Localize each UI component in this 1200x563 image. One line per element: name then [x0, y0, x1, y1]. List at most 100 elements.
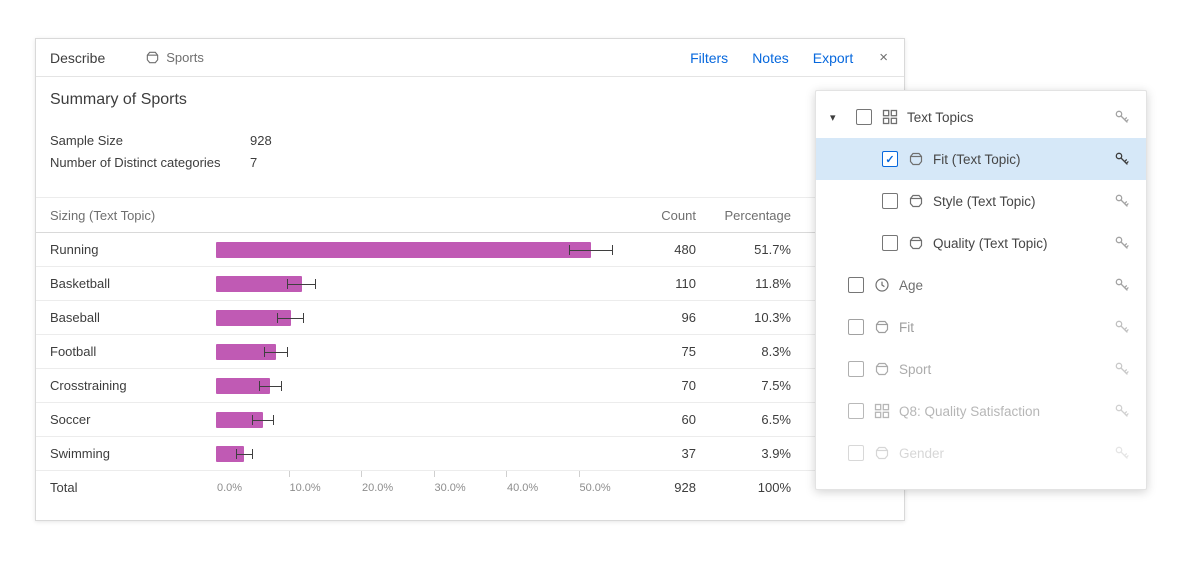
table-row: Running 480 51.7%	[36, 233, 904, 267]
count-value: 96	[681, 310, 696, 325]
export-link[interactable]: Export	[812, 49, 854, 66]
topic-icon	[908, 151, 924, 167]
axis-tick-mark	[578, 470, 580, 477]
key-icon[interactable]	[1114, 235, 1130, 251]
notes-link[interactable]: Notes	[752, 49, 789, 66]
percentage-value: 10.3%	[754, 310, 791, 325]
table-row: Basketball 110 11.8%	[36, 267, 904, 301]
panel-item-label: Age	[899, 277, 924, 293]
key-icon[interactable]	[1114, 445, 1130, 461]
checkbox[interactable]	[882, 235, 898, 251]
sample-size-label: Sample Size	[50, 132, 123, 148]
table-row: Swimming 37 3.9%	[36, 437, 904, 471]
sample-size-row: Sample Size 928	[50, 129, 904, 151]
clock-icon	[874, 277, 890, 293]
percentage-value: 8.3%	[761, 344, 791, 359]
topic-icon	[874, 361, 890, 377]
panel-item-fit-text-topic[interactable]: ✓ Fit (Text Topic)	[816, 138, 1146, 180]
key-icon[interactable]	[1114, 403, 1130, 419]
bar-cell	[216, 267, 656, 301]
grid-icon	[874, 403, 890, 419]
panel-item-q8-quality-satisfaction[interactable]: Q8: Quality Satisfaction	[816, 390, 1146, 432]
panel-item-label: Text Topics	[907, 109, 974, 125]
category-label: Football	[50, 344, 97, 359]
panel-item-text-topics[interactable]: ▾ Text Topics	[816, 96, 1146, 138]
bar[interactable]	[216, 377, 271, 394]
category-label: Baseball	[50, 310, 100, 325]
panel-item-quality-text-topic[interactable]: Quality (Text Topic)	[816, 222, 1146, 264]
panel-item-label: Style (Text Topic)	[933, 193, 1036, 209]
sample-size-value: 928	[250, 132, 272, 148]
filters-link[interactable]: Filters	[690, 49, 729, 66]
count-value: 70	[681, 378, 696, 393]
axis-tick-label: 20.0%	[362, 481, 394, 494]
panel-item-label: Fit (Text Topic)	[933, 151, 1021, 167]
panel-item-label: Fit	[899, 319, 914, 335]
checkbox[interactable]	[848, 445, 864, 461]
bar[interactable]	[216, 411, 264, 428]
table-row: Football 75 8.3%	[36, 335, 904, 369]
axis-tick-mark	[288, 470, 290, 477]
key-icon[interactable]	[1114, 277, 1130, 293]
panel-item-style-text-topic[interactable]: Style (Text Topic)	[816, 180, 1146, 222]
category-label: Crosstraining	[50, 378, 127, 393]
card-header: Describe Sports Filters Notes Export ×	[36, 39, 904, 77]
chart-rows: Running 480 51.7% Basketball 110 11.8% Basebal…	[36, 233, 904, 471]
topic-icon	[908, 235, 924, 251]
key-icon[interactable]	[1114, 151, 1130, 167]
panel-item-sport[interactable]: Sport	[816, 348, 1146, 390]
key-icon[interactable]	[1114, 193, 1130, 209]
key-icon[interactable]	[1114, 319, 1130, 335]
panel-item-gender[interactable]: Gender	[816, 432, 1146, 474]
checkbox[interactable]	[882, 193, 898, 209]
summary-fields: Sample Size 928 Number of Distinct categ…	[50, 129, 904, 173]
topic-icon	[908, 193, 924, 209]
dimension-header: Sizing (Text Topic)	[50, 207, 156, 223]
page-title: Summary of Sports	[50, 91, 187, 108]
checkbox[interactable]	[856, 109, 872, 125]
panel-item-age[interactable]: Age	[816, 264, 1146, 306]
panel-item-fit[interactable]: Fit	[816, 306, 1146, 348]
topic-picker-panel: ▾ Text Topics ✓ Fit (Text Topic) Style (Text…	[815, 90, 1147, 490]
checkbox[interactable]: ✓	[882, 151, 898, 167]
error-bar	[287, 278, 317, 289]
count-value: 110	[675, 276, 696, 291]
total-count: 928	[674, 480, 696, 495]
topic-icon	[874, 445, 890, 461]
axis-tick-label: 10.0%	[289, 481, 321, 494]
topic-chip-label: Sports	[166, 50, 204, 65]
panel-list: ▾ Text Topics ✓ Fit (Text Topic) Style (Text…	[816, 96, 1146, 474]
category-label: Soccer	[50, 412, 91, 427]
axis-tick-label: 0.0%	[217, 481, 243, 494]
bar[interactable]	[216, 309, 291, 326]
key-icon[interactable]	[1114, 109, 1130, 125]
table-row: Crosstraining 70 7.5%	[36, 369, 904, 403]
close-icon[interactable]: ×	[879, 49, 888, 66]
error-bar	[263, 346, 289, 357]
topic-chip-sports[interactable]: Sports	[145, 50, 204, 65]
bar[interactable]	[216, 343, 277, 360]
error-bar	[258, 380, 282, 391]
checkbox[interactable]	[848, 361, 864, 377]
chevron-down-icon[interactable]: ▾	[830, 111, 836, 124]
bar[interactable]	[216, 275, 302, 292]
bar[interactable]	[216, 241, 591, 258]
category-label: Running	[50, 242, 99, 257]
checkbox[interactable]	[848, 277, 864, 293]
error-bar	[252, 414, 274, 425]
error-bar	[276, 312, 305, 323]
count-value: 60	[681, 412, 696, 427]
total-label: Total	[50, 480, 78, 495]
bar-cell	[216, 369, 656, 403]
distinct-categories-label: Number of Distinct categories	[50, 154, 221, 170]
bar-cell	[216, 233, 656, 267]
key-icon[interactable]	[1114, 361, 1130, 377]
checkbox[interactable]	[848, 403, 864, 419]
axis-tick-label: 40.0%	[507, 481, 539, 494]
bar-cell	[216, 335, 656, 369]
bar-cell	[216, 437, 656, 471]
bar[interactable]	[216, 445, 245, 462]
checkbox[interactable]	[848, 319, 864, 335]
distinct-categories-value: 7	[250, 154, 258, 170]
